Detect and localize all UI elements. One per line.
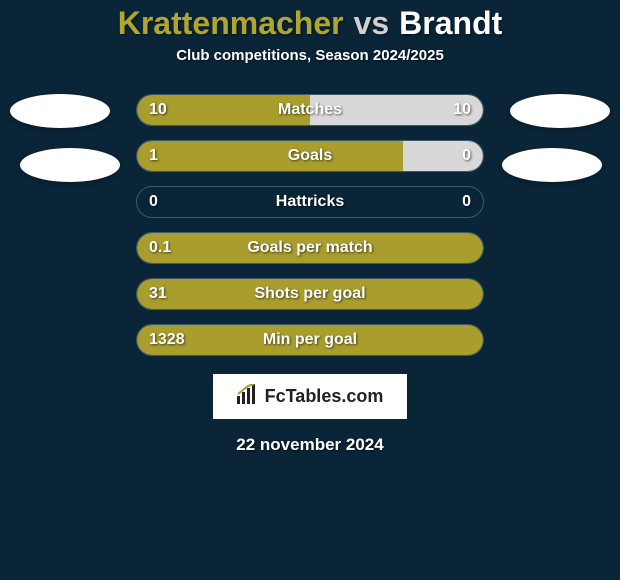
stat-label: Goals (288, 147, 332, 165)
stat-bar-right-fill (403, 141, 483, 171)
stat-bar-row: 0.1 Goals per match (136, 232, 484, 264)
stat-bar-container: 1 Goals 0 (136, 140, 484, 172)
stat-value-left: 0 (149, 193, 158, 211)
page-title: Krattenmacher vs Brandt (118, 5, 503, 42)
stat-label: Matches (278, 101, 342, 119)
stat-value-right: 10 (453, 101, 471, 119)
footer-logo: FcTables.com (213, 374, 408, 419)
footer-logo-text: FcTables.com (265, 386, 384, 407)
stat-label: Shots per goal (254, 285, 365, 303)
stat-label: Goals per match (247, 239, 372, 257)
vs-label: vs (354, 5, 390, 42)
stat-bar-row: 1328 Min per goal (136, 324, 484, 356)
stat-label: Min per goal (263, 331, 357, 349)
stat-bar-row: 31 Shots per goal (136, 278, 484, 310)
stat-value-left: 10 (149, 101, 167, 119)
stat-bar-container: 0.1 Goals per match (136, 232, 484, 264)
decor-ellipse-left-1 (10, 94, 110, 128)
chart-area: 10 Matches 10 1 Goals 0 0 Hattricks 0 0.1 Goals pe… (0, 94, 620, 356)
stat-bar-container: 10 Matches 10 (136, 94, 484, 126)
subtitle: Club competitions, Season 2024/2025 (176, 47, 444, 64)
bars-holder: 10 Matches 10 1 Goals 0 0 Hattricks 0 0.1 Goals pe… (136, 94, 484, 356)
stat-value-left: 1 (149, 147, 158, 165)
stat-value-left: 1328 (149, 331, 185, 349)
stat-bar-row: 10 Matches 10 (136, 94, 484, 126)
stat-value-left: 31 (149, 285, 167, 303)
player-left-name: Krattenmacher (118, 5, 344, 42)
decor-ellipse-right-2 (502, 148, 602, 182)
stat-value-left: 0.1 (149, 239, 171, 257)
stat-value-right: 0 (462, 193, 471, 211)
footer-date: 22 november 2024 (236, 435, 383, 455)
stat-bar-container: 31 Shots per goal (136, 278, 484, 310)
stat-bar-row: 1 Goals 0 (136, 140, 484, 172)
player-right-name: Brandt (399, 5, 502, 42)
stat-bar-container: 1328 Min per goal (136, 324, 484, 356)
stat-bar-left-fill (137, 141, 403, 171)
stat-value-right: 0 (462, 147, 471, 165)
stat-label: Hattricks (276, 193, 344, 211)
stat-bar-container: 0 Hattricks 0 (136, 186, 484, 218)
stat-bar-row: 0 Hattricks 0 (136, 186, 484, 218)
chart-icon (237, 384, 259, 409)
comparison-infographic: Krattenmacher vs Brandt Club competition… (0, 0, 620, 580)
decor-ellipse-left-2 (20, 148, 120, 182)
decor-ellipse-right-1 (510, 94, 610, 128)
